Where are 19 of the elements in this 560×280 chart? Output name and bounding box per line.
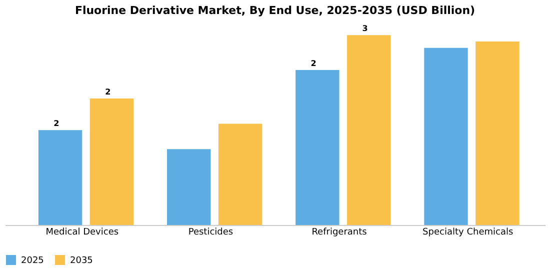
bar (90, 98, 134, 225)
x-tick-label: Medical Devices (46, 228, 119, 238)
chart-title: Fluorine Derivative Market, By End Use, 2025-2035 (USD Billion) (74, 4, 476, 17)
bar (167, 149, 211, 225)
x-tick-label: Refrigerants (312, 228, 368, 238)
data-label: 3 (362, 24, 368, 34)
data-label: 2 (54, 119, 60, 128)
x-tick-label: Pesticides (188, 228, 234, 238)
bar (476, 42, 520, 225)
x-tick-label: Specialty Chemicals (422, 228, 514, 238)
bar (296, 70, 340, 225)
bar (424, 48, 468, 225)
legend-label: 2025 (21, 256, 44, 266)
legend-label: 2035 (70, 256, 93, 266)
data-label: 2 (310, 58, 316, 68)
bar (347, 35, 391, 225)
data-label: 2 (105, 87, 111, 96)
bar (38, 130, 82, 225)
bar (218, 124, 262, 225)
